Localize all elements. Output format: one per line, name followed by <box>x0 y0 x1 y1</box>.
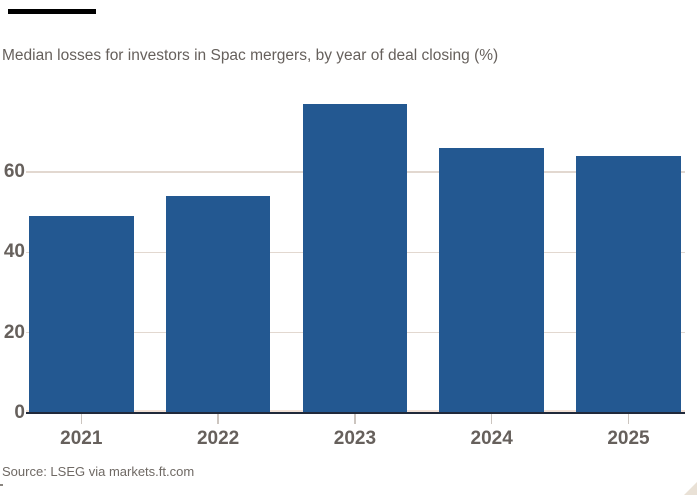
chart-title: Median losses for investors in Spac merg… <box>2 47 499 64</box>
bar-2024 <box>439 147 544 413</box>
source-credit: Source: LSEG via markets.ft.com <box>2 464 195 479</box>
bar-2023 <box>302 103 408 413</box>
x-axis-label-2021: 2021 <box>60 428 103 449</box>
bar-2025 <box>576 155 681 413</box>
x-tick-2025 <box>627 414 630 424</box>
x-tick-2023 <box>354 414 356 424</box>
stray-mark <box>0 484 3 486</box>
x-tick-2021 <box>80 414 83 424</box>
x-axis-label-2023: 2023 <box>333 428 377 449</box>
bar-2022 <box>165 196 271 413</box>
y-axis-label-60: 60 <box>3 160 25 182</box>
y-axis-label-40: 40 <box>3 241 25 263</box>
y-axis-label-20: 20 <box>3 321 25 343</box>
x-axis-label-2024: 2024 <box>470 428 513 449</box>
bar-2021 <box>29 216 134 413</box>
x-axis-label-2022: 2022 <box>196 428 240 449</box>
x-tick-2024 <box>490 414 493 424</box>
x-tick-2022 <box>217 414 219 424</box>
x-axis-baseline <box>26 412 685 414</box>
resize-handle-icon[interactable] <box>684 482 697 495</box>
x-axis-label-2025: 2025 <box>607 428 650 449</box>
ft-top-rule <box>8 9 96 14</box>
y-axis-label-0: 0 <box>14 402 25 423</box>
